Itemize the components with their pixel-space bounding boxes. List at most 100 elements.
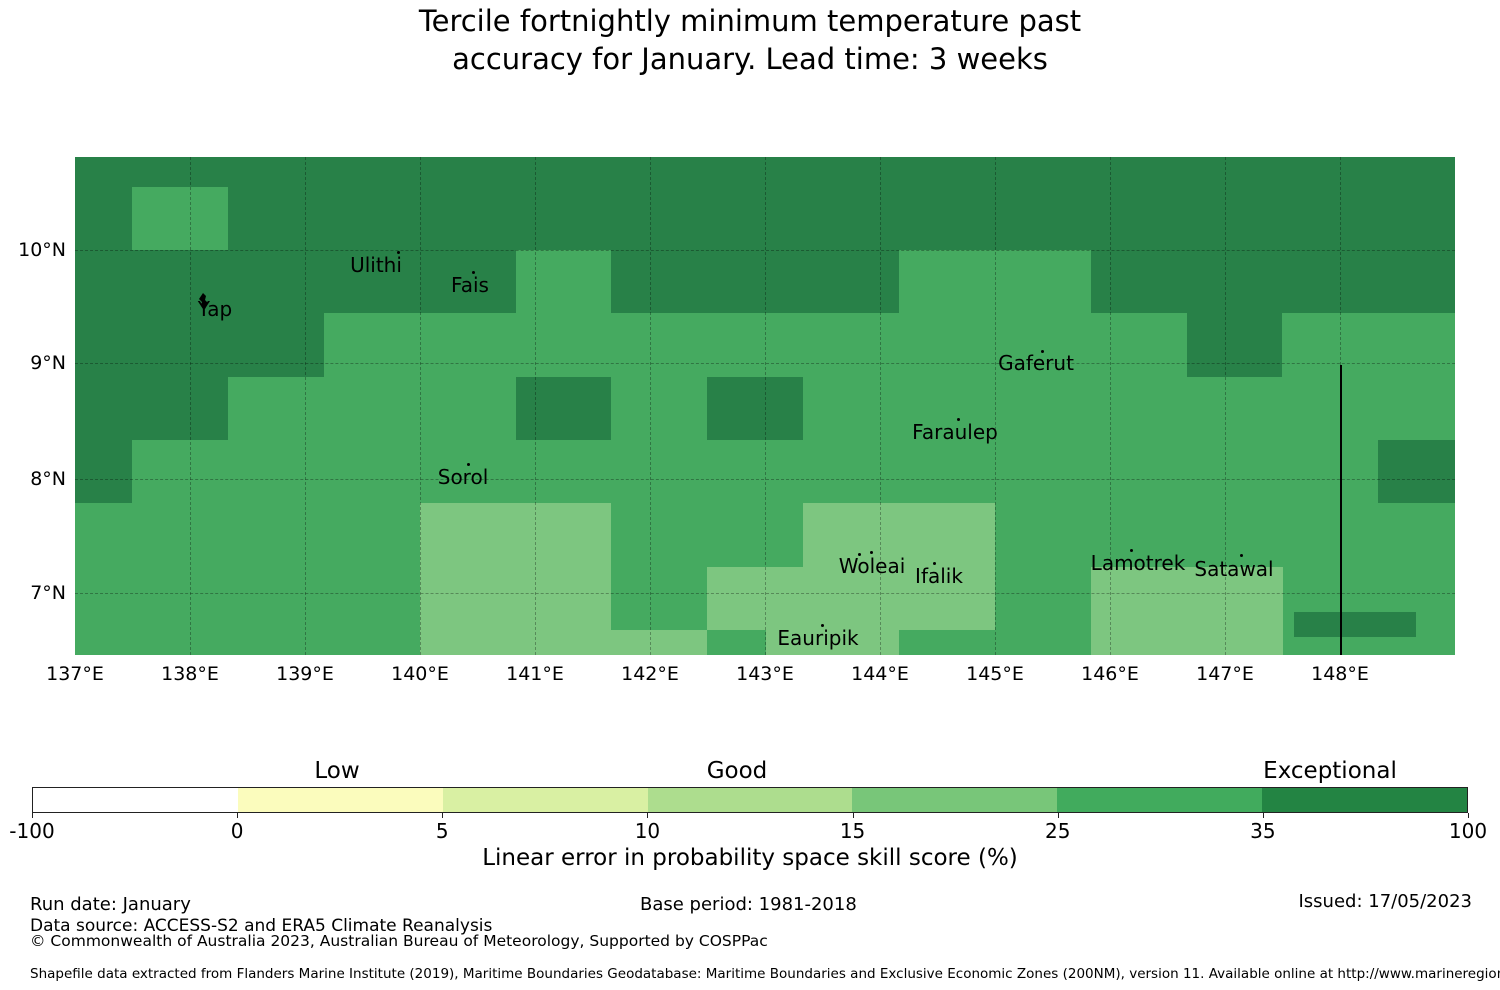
island-label: Lamotrek: [1090, 551, 1186, 575]
map-cell: [899, 630, 1091, 655]
colorbar-tick-label: 25: [1044, 819, 1071, 843]
map-cell: [707, 630, 766, 655]
colorbar-segment: [237, 788, 443, 812]
x-axis-tick-label: 145°E: [966, 663, 1024, 685]
footer-issued-date: Issued: 17/05/2023: [1298, 891, 1472, 912]
colorbar-tick: [1468, 813, 1469, 818]
island-marker-dot: [1130, 549, 1133, 552]
colorbar-caption: Linear error in probability space skill …: [482, 845, 1018, 871]
latitude-gridline: [75, 250, 1455, 251]
map-cell: [1294, 612, 1416, 637]
yap-island-shape: [197, 293, 210, 314]
x-axis-tick-label: 140°E: [391, 663, 449, 685]
colorbar-segment: [33, 788, 238, 812]
island-marker-dot: [472, 271, 475, 274]
chart-title: Tercile fortnightly minimum temperature …: [0, 2, 1500, 78]
map-cell: [75, 187, 132, 250]
chart-title-line1: Tercile fortnightly minimum temperature …: [418, 4, 1082, 38]
map-cell: [75, 630, 420, 655]
footer-run-date: Run date: January: [30, 894, 191, 915]
map-cell: [1282, 313, 1455, 377]
colorbar-tick-label: 5: [435, 819, 449, 843]
island-marker-dot: [397, 251, 400, 254]
map-cell: [228, 377, 516, 440]
chart-title-line2: accuracy for January. Lead time: 3 weeks: [452, 42, 1048, 76]
island-label: Ulithi: [350, 253, 402, 277]
island-marker-dot: [821, 624, 824, 627]
y-axis-tick-label: 7°N: [30, 582, 66, 604]
colorbar-tick: [647, 813, 649, 818]
colorbar-segment: [1262, 788, 1468, 812]
map-cell: [324, 313, 1187, 377]
map-cell: [1091, 630, 1283, 655]
longitude-gridline: [305, 157, 306, 655]
longitude-gridline: [535, 157, 536, 655]
longitude-gridline: [420, 157, 421, 655]
longitude-gridline: [1110, 157, 1111, 655]
y-axis-tick-label: 10°N: [18, 239, 66, 261]
map-cell: [228, 187, 1455, 250]
map-cell: [420, 567, 611, 630]
footer-data-source: Data source: ACCESS-S2 and ERA5 Climate …: [30, 916, 493, 936]
longitude-gridline: [190, 157, 191, 655]
map-cell: [75, 313, 324, 377]
colorbar-segment: [442, 788, 648, 812]
island-marker-dot: [858, 553, 861, 556]
longitude-gridline: [880, 157, 881, 655]
y-axis-tick-label: 9°N: [30, 352, 66, 374]
island-label: Ifalik: [915, 564, 963, 588]
colorbar-tick-label: 0: [230, 819, 244, 843]
island-label: Eauripik: [777, 626, 859, 650]
longitude-gridline: [650, 157, 651, 655]
latitude-gridline: [75, 363, 1455, 364]
colorbar-tick: [237, 813, 239, 818]
colorbar-tick: [852, 813, 854, 818]
latitude-gridline: [75, 593, 1455, 594]
map-cell: [132, 440, 1378, 503]
map-cell: [611, 503, 803, 567]
x-axis-tick-label: 142°E: [621, 663, 679, 685]
colorbar-tick: [1262, 813, 1264, 818]
map-cell: [611, 567, 707, 630]
y-axis-tick-label: 8°N: [30, 468, 66, 490]
map-cell: [75, 503, 420, 567]
map-cell: [995, 567, 1091, 630]
map-cell: [803, 377, 1455, 440]
colorbar-tick: [1057, 813, 1059, 818]
colorbar-tick: [32, 813, 33, 818]
colorbar-region-label: Low: [314, 758, 360, 784]
x-axis-tick-label: 143°E: [736, 663, 794, 685]
map-cell: [516, 377, 611, 440]
island-label: Satawal: [1194, 557, 1274, 581]
map-cell: [611, 377, 707, 440]
map-cell: [766, 630, 899, 655]
x-axis-tick-label: 138°E: [161, 663, 219, 685]
footer-copyright: © Commonwealth of Australia 2023, Austra…: [30, 932, 768, 950]
x-axis-tick-label: 146°E: [1081, 663, 1139, 685]
eez-boundary-line: [1340, 365, 1342, 655]
x-axis-tick-label: 139°E: [276, 663, 334, 685]
map-cell: [75, 377, 228, 440]
map-cell: [420, 503, 611, 567]
map-cell: [995, 503, 1455, 567]
colorbar-tick-label: 100: [1448, 819, 1488, 843]
island-marker-dot: [870, 551, 873, 554]
island-marker-dot: [957, 418, 960, 421]
map-cell: [707, 377, 803, 440]
x-axis-tick-label: 144°E: [851, 663, 909, 685]
map-cell: [803, 503, 995, 567]
map-cell: [1091, 567, 1283, 630]
colorbar-segment: [647, 788, 853, 812]
colorbar: [32, 787, 1468, 813]
longitude-gridline: [1225, 157, 1226, 655]
map-area: Yap Ulithi Fais Gaferut Faraulep Sorol Woleai I…: [75, 157, 1455, 655]
island-marker-dot: [1240, 554, 1243, 557]
map-cell: [75, 440, 132, 503]
longitude-gridline: [995, 157, 996, 655]
longitude-gridline: [765, 157, 766, 655]
colorbar-tick-label: 35: [1250, 819, 1276, 843]
colorbar-tick-label: 15: [839, 819, 866, 843]
latitude-gridline: [75, 479, 1455, 480]
map-cell: [132, 187, 228, 250]
